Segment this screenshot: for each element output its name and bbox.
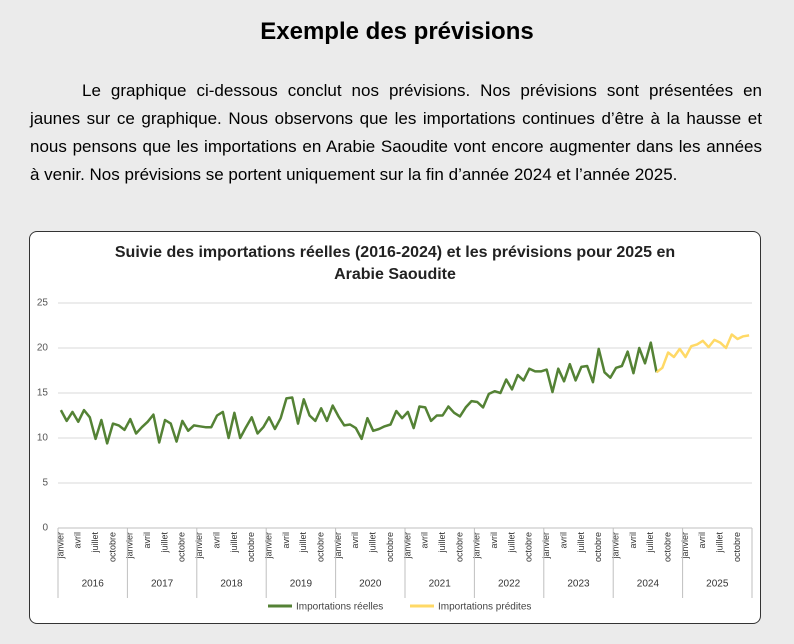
x-tick-label: avril <box>73 532 83 549</box>
x-tick-label: avril <box>628 532 638 549</box>
x-tick-label: avril <box>489 532 499 549</box>
x-tick-label: janvier <box>263 532 273 560</box>
y-tick-label: 20 <box>37 343 49 354</box>
chart-box: Suivie des importations réelles (2016-20… <box>29 231 761 624</box>
y-tick-label: 5 <box>42 478 48 489</box>
y-tick-label: 15 <box>37 388 49 399</box>
x-tick-label: juillet <box>159 532 169 554</box>
x-tick-label: avril <box>350 532 360 549</box>
x-tick-label: octobre <box>107 532 117 562</box>
year-label: 2016 <box>82 579 105 590</box>
x-tick-label: octobre <box>593 532 603 562</box>
x-tick-label: juillet <box>368 532 378 554</box>
x-tick-label: octobre <box>246 532 256 562</box>
year-label: 2024 <box>637 579 660 590</box>
x-tick-label: juillet <box>715 532 725 554</box>
x-tick-label: avril <box>420 532 430 549</box>
year-label: 2021 <box>429 579 452 590</box>
x-tick-label: janvier <box>125 532 135 560</box>
year-label: 2017 <box>151 579 174 590</box>
year-label: 2018 <box>220 579 243 590</box>
legend-label: Importations réelles <box>296 602 383 613</box>
x-tick-label: avril <box>281 532 291 549</box>
x-tick-label: janvier <box>610 532 620 560</box>
x-tick-label: octobre <box>732 532 742 562</box>
x-tick-label: avril <box>697 532 707 549</box>
year-label: 2025 <box>706 579 729 590</box>
x-tick-label: juillet <box>576 532 586 554</box>
x-tick-label: octobre <box>454 532 464 562</box>
x-tick-label: janvier <box>472 532 482 560</box>
x-tick-label: juillet <box>298 532 308 554</box>
x-tick-label: juillet <box>645 532 655 554</box>
year-label: 2019 <box>290 579 313 590</box>
x-tick-label: janvier <box>680 532 690 560</box>
x-tick-label: avril <box>142 532 152 549</box>
series-line <box>655 333 750 374</box>
series-line <box>59 341 658 445</box>
x-tick-label: janvier <box>333 532 343 560</box>
x-tick-label: avril <box>558 532 568 549</box>
x-tick-label: janvier <box>55 532 65 560</box>
chart-title: Suivie des importations réelles (2016-20… <box>114 244 676 283</box>
year-label: 2022 <box>498 579 521 590</box>
x-tick-label: juillet <box>90 532 100 554</box>
year-label: 2023 <box>567 579 590 590</box>
x-tick-label: octobre <box>316 532 326 562</box>
y-tick-label: 0 <box>42 523 48 534</box>
x-tick-label: octobre <box>524 532 534 562</box>
y-tick-label: 25 <box>37 298 49 309</box>
x-tick-label: janvier <box>194 532 204 560</box>
paragraph: Le graphique ci-dessous conclut nos prév… <box>30 81 762 184</box>
x-tick-label: juillet <box>506 532 516 554</box>
x-tick-label: janvier <box>402 532 412 560</box>
x-tick-label: juillet <box>229 532 239 554</box>
x-tick-label: octobre <box>177 532 187 562</box>
year-label: 2020 <box>359 579 382 590</box>
x-tick-label: octobre <box>385 532 395 562</box>
legend-label: Importations prédites <box>438 602 531 613</box>
x-tick-label: janvier <box>541 532 551 560</box>
page-title: Exemple des prévisions <box>260 18 534 45</box>
x-tick-label: juillet <box>437 532 447 554</box>
x-tick-label: avril <box>211 532 221 549</box>
y-tick-label: 10 <box>37 433 49 444</box>
x-tick-label: octobre <box>663 532 673 562</box>
